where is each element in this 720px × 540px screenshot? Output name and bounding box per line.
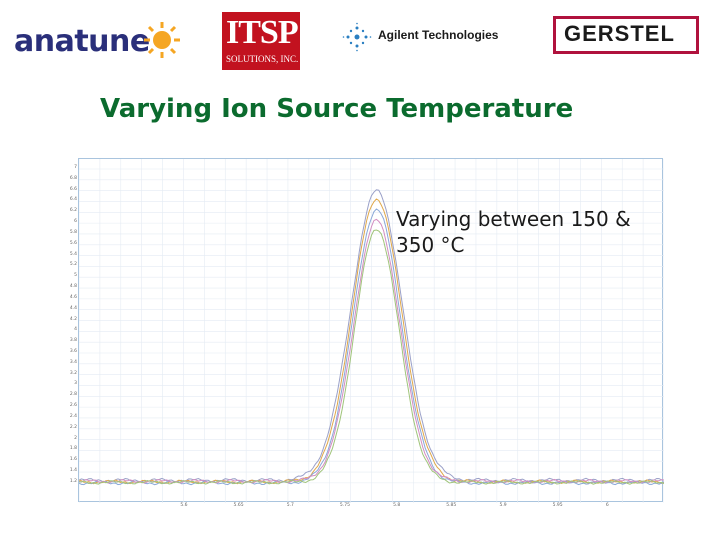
x-tick-label: 6 [605, 503, 609, 508]
itsp-logo: ITSP SOLUTIONS, INC. [222, 12, 300, 70]
x-tick-label: 5.85 [446, 503, 457, 508]
itsp-logo-text: ITSP [226, 14, 299, 51]
y-tick-label: 1.8 [69, 446, 77, 452]
sun-icon [144, 22, 180, 58]
y-tick-label: 3 [74, 381, 77, 387]
y-tick-label: 2.6 [69, 403, 77, 409]
gerstel-logo: GERSTEL [553, 16, 699, 54]
y-tick-label: 1.4 [69, 468, 77, 474]
itsp-logo-subtext: SOLUTIONS, INC. [226, 54, 299, 64]
y-tick-label: 5.4 [69, 251, 77, 257]
y-tick-label: 2.4 [69, 413, 77, 419]
y-tick-label: 2.2 [69, 424, 77, 430]
y-tick-label: 4 [74, 327, 77, 333]
anatune-logo-text: anatune [14, 24, 150, 59]
chromatogram-panel: 7 6.8 6.6 6.4 6.2 6 5.8 5.6 5.4 5.2 5 4.8 4.6 4.4 4.2 4… [66, 158, 666, 508]
x-tick-label: 5.75 [339, 503, 350, 508]
y-tick-label: 5 [74, 273, 77, 279]
plot-area [78, 158, 664, 503]
series-line-5 [79, 229, 664, 485]
y-tick-label: 4.4 [69, 305, 77, 311]
y-tick-label: 1.2 [69, 478, 77, 484]
y-tick-label: 7 [74, 165, 77, 170]
annotation-text: Varying between 150 & 350 °C [396, 207, 631, 257]
y-tick-label: 4.2 [69, 316, 77, 322]
x-axis-ticks: 5.6 5.65 5.7 5.75 5.8 5.85 5.9 5.95 6 [78, 503, 663, 511]
slide-title: Varying Ion Source Temperature [100, 94, 574, 124]
x-tick-label: 5.7 [286, 503, 294, 508]
y-tick-label: 3.4 [69, 359, 77, 365]
y-tick-label: 4.8 [69, 284, 77, 290]
x-tick-label: 5.95 [552, 503, 563, 508]
y-tick-label: 4.6 [69, 294, 77, 300]
y-tick-label: 6.2 [69, 208, 77, 214]
y-tick-label: 6.6 [69, 186, 77, 192]
agilent-logo-text: Agilent Technologies [378, 28, 499, 42]
y-tick-label: 3.2 [69, 370, 77, 376]
y-tick-label: 5.2 [69, 262, 77, 268]
y-tick-label: 3.8 [69, 338, 77, 344]
spark-icon [342, 22, 372, 52]
x-tick-label: 5.9 [499, 503, 507, 508]
y-tick-label: 5.6 [69, 240, 77, 246]
x-tick-label: 5.65 [233, 503, 244, 508]
y-tick-label: 3.6 [69, 349, 77, 354]
x-tick-label: 5.8 [393, 503, 401, 508]
y-tick-label: 6 [74, 219, 77, 225]
y-tick-label: 2 [74, 435, 77, 441]
agilent-logo: Agilent Technologies [342, 22, 502, 52]
y-tick-label: 2.8 [69, 392, 77, 398]
series-line-4 [79, 218, 664, 484]
logo-bar: anatune ITSP SOLUTIONS, INC. [0, 0, 720, 80]
y-tick-label: 5.8 [69, 229, 77, 235]
x-tick-label: 5.6 [180, 503, 188, 508]
gerstel-logo-text: GERSTEL [564, 21, 675, 46]
y-tick-label: 1.6 [69, 457, 77, 463]
anatune-logo: anatune [10, 18, 180, 64]
grid-lines [79, 159, 664, 503]
chromatogram-chart [79, 159, 664, 503]
y-tick-label: 6.8 [69, 175, 77, 181]
y-axis-ticks: 7 6.8 6.6 6.4 6.2 6 5.8 5.6 5.4 5.2 5 4.8 4.6 4.4 4.2 4… [66, 158, 78, 502]
y-tick-label: 6.4 [69, 197, 77, 203]
